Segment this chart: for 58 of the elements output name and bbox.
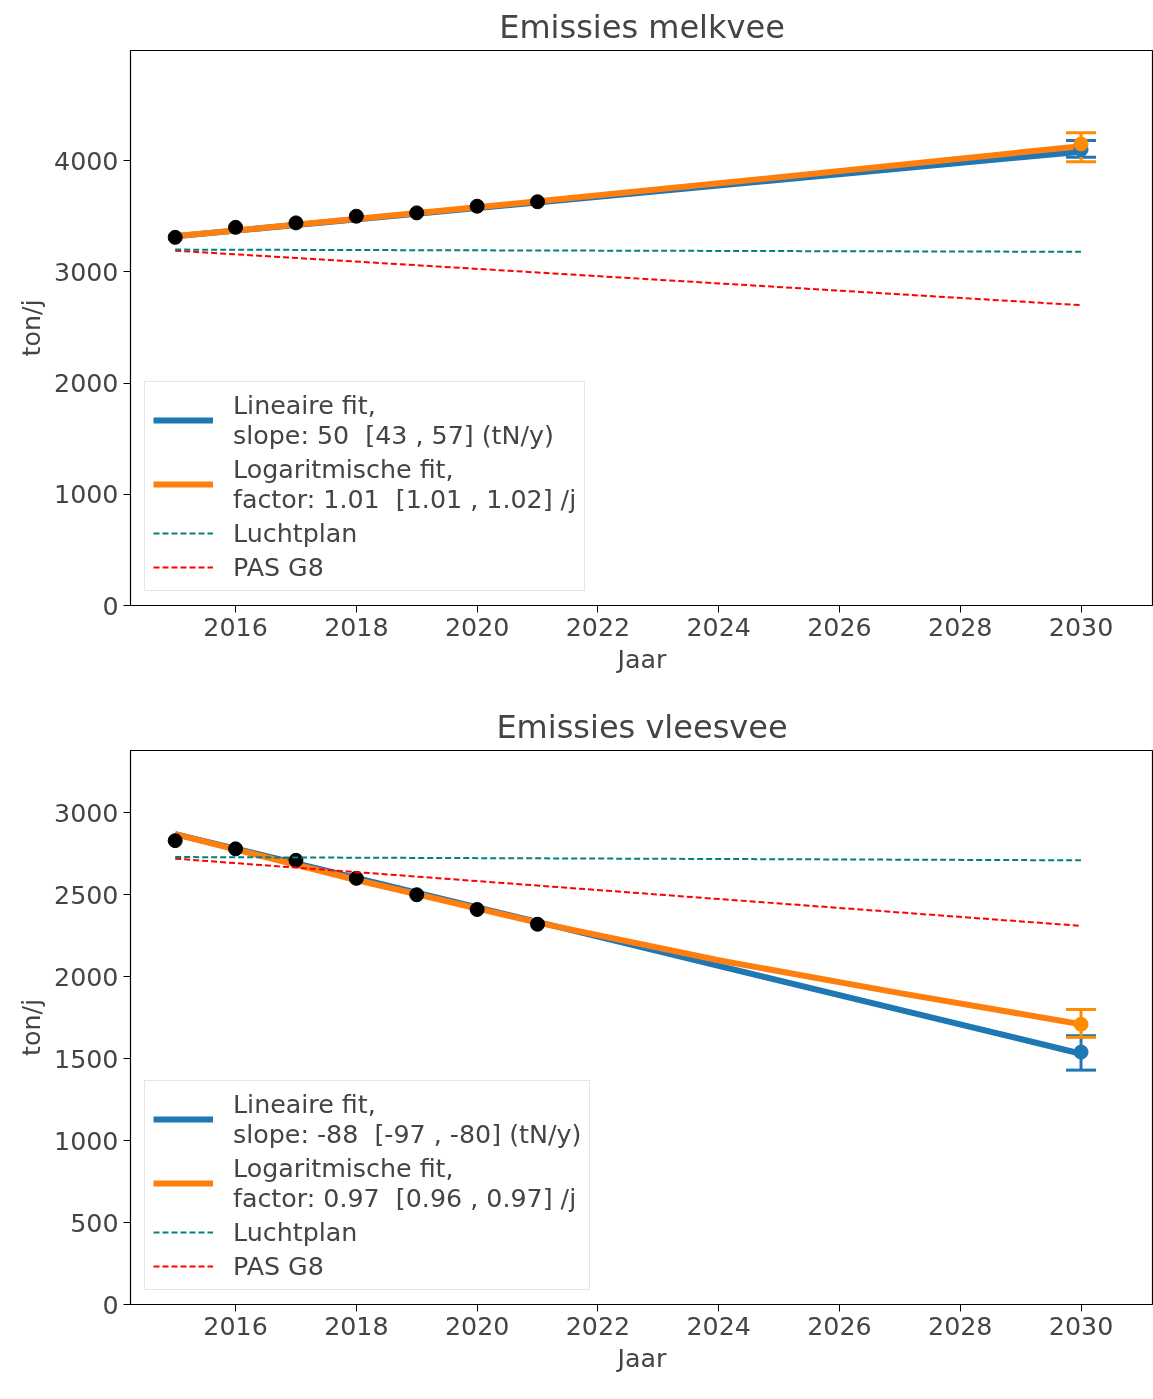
point: [409, 887, 425, 903]
y-tick-label: 0: [102, 1289, 119, 1320]
point: [167, 229, 183, 245]
x-tick-label: 2020: [444, 611, 510, 642]
x-tick-label: 2026: [807, 611, 872, 642]
y-tick-label: 1500: [54, 1043, 119, 1074]
x-tick-label: 2022: [565, 611, 631, 642]
point: [348, 870, 364, 886]
y-tick-label: 2000: [54, 961, 119, 992]
point: [228, 219, 244, 235]
y-tick-label: 2000: [54, 368, 119, 399]
x-tick-label: 2022: [565, 1310, 631, 1341]
point: [530, 916, 546, 932]
x-axis-title: Jaar: [615, 1342, 668, 1373]
x-tick-label: 2030: [1048, 1310, 1114, 1341]
point: [469, 902, 485, 917]
x-tick-label: 2028: [928, 1310, 993, 1341]
chart-title: Emissies vleesvee: [496, 707, 788, 746]
x-tick-label: 2028: [928, 611, 993, 642]
x-tick-label: 2018: [324, 1310, 389, 1341]
x-axis-title: Jaar: [615, 643, 668, 674]
y-tick-label: 3000: [54, 256, 119, 287]
x-tick-label: 2026: [807, 1310, 872, 1341]
legend-label: PAS G8: [233, 552, 324, 582]
point: [228, 841, 244, 857]
legend-label: Logaritmische fit, factor: 1.01 [1.01 , 1.02] /j: [233, 454, 577, 514]
x-tick-label: 2016: [203, 1310, 268, 1341]
legend-label: Luchtplan: [233, 1217, 358, 1247]
point: [348, 208, 364, 224]
legend-label: Logaritmische fit, factor: 0.97 [0.96 , 0.97] /j: [233, 1153, 577, 1213]
legend-label: Luchtplan: [233, 518, 358, 548]
x-tick-label: 2030: [1048, 611, 1114, 642]
point: [1073, 1044, 1089, 1060]
legend-label: Lineaire fit, slope: 50 [43 , 57] (tN/y): [233, 390, 554, 450]
chart-title: Emissies melkvee: [499, 7, 785, 46]
y-tick-label: 3000: [54, 797, 119, 828]
y-tick-label: 500: [70, 1207, 119, 1238]
x-tick-label: 2024: [686, 611, 751, 642]
point: [1073, 1016, 1089, 1032]
point: [167, 833, 183, 849]
point: [1073, 136, 1089, 152]
y-tick-label: 4000: [54, 145, 119, 176]
y-tick-label: 2500: [54, 879, 119, 910]
y-axis-title: ton/j: [16, 998, 47, 1057]
y-tick-label: 1000: [54, 1125, 119, 1156]
x-tick-label: 2024: [686, 1310, 751, 1341]
point: [288, 215, 304, 231]
point: [409, 205, 425, 221]
y-tick-label: 1000: [54, 479, 119, 510]
point: [530, 194, 546, 210]
y-tick-label: 0: [102, 590, 119, 621]
y-axis-title: ton/j: [16, 299, 47, 357]
x-tick-label: 2018: [324, 611, 389, 642]
legend-label: PAS G8: [233, 1251, 324, 1281]
x-tick-label: 2020: [444, 1310, 510, 1341]
legend-label: Lineaire fit, slope: -88 [-97 , -80] (tN/y): [233, 1089, 582, 1149]
x-tick-label: 2016: [203, 611, 268, 642]
point: [469, 198, 485, 214]
